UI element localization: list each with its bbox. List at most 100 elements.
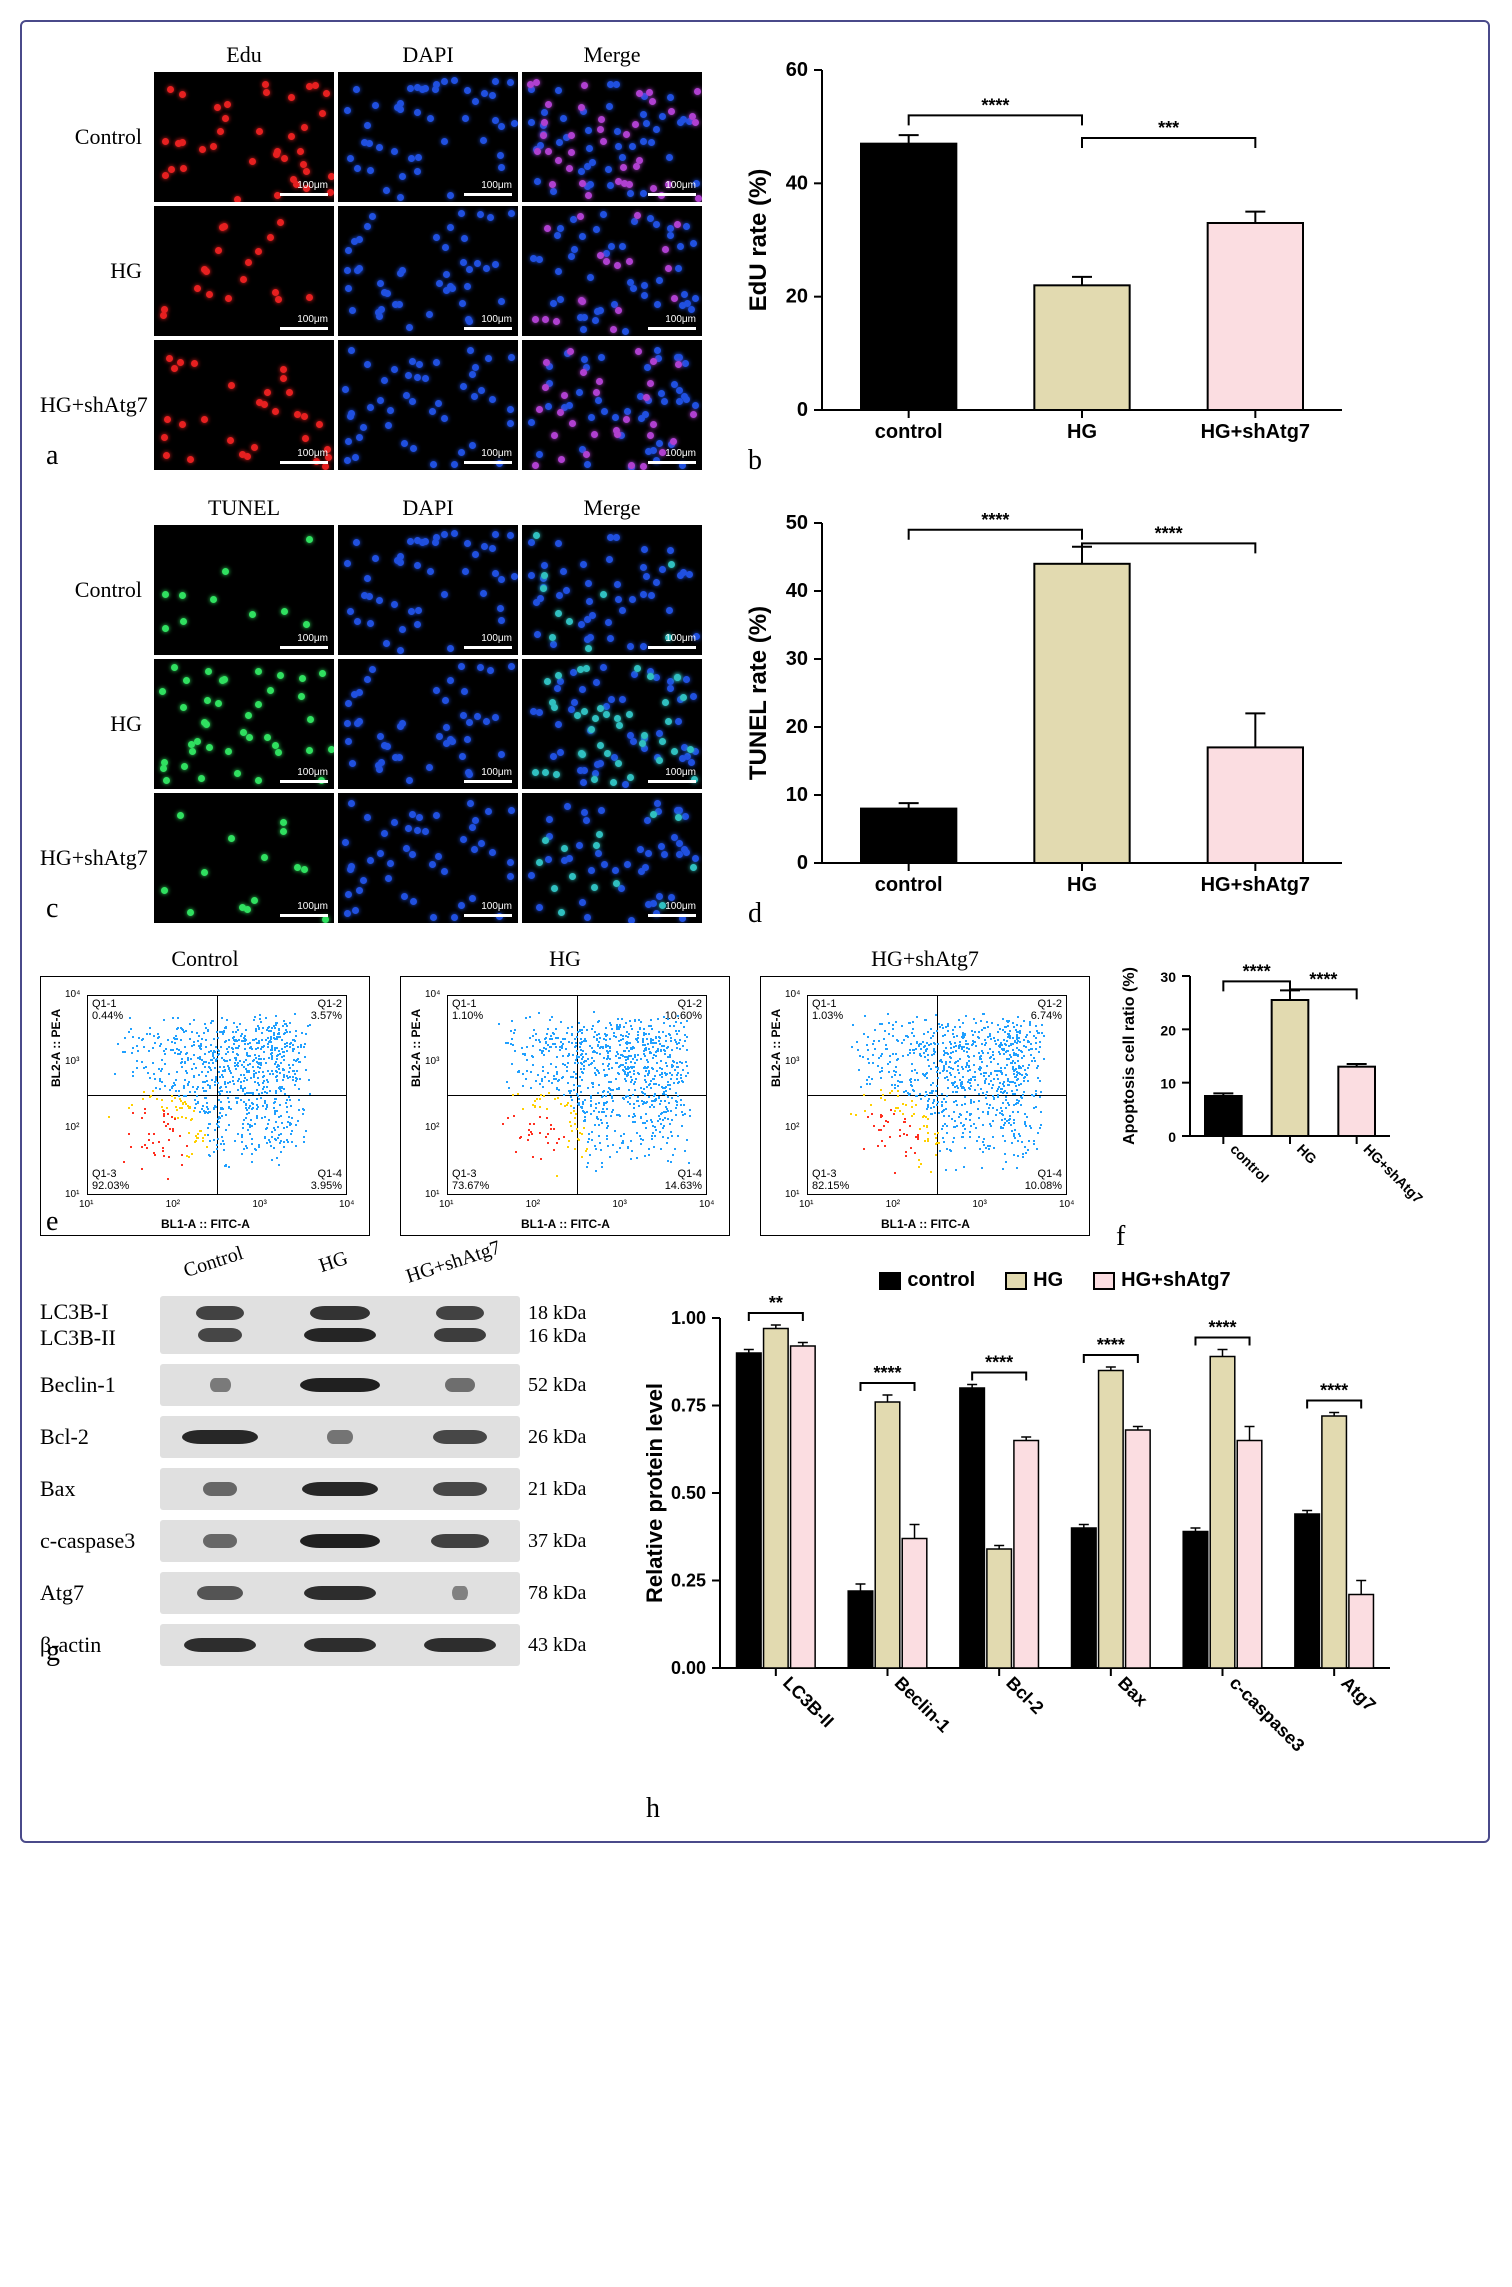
row-gh: ControlHGHG+shAtg7LC3B-ILC3B-II18 kDa16 … — [40, 1269, 1470, 1823]
svg-text:30: 30 — [1160, 969, 1176, 985]
micro-col-header: Edu — [154, 42, 334, 68]
microscopy-image: 100μm — [154, 659, 334, 789]
microscopy-image: 100μm — [338, 340, 518, 470]
wb-kda-label: 78 kDa — [520, 1582, 600, 1605]
svg-text:****: **** — [1309, 969, 1337, 989]
svg-text:30: 30 — [786, 648, 808, 670]
micro-row-header: HG — [40, 258, 150, 284]
svg-text:HG: HG — [1067, 421, 1097, 443]
microscopy-image: 100μm — [154, 525, 334, 655]
svg-text:Bax: Bax — [1114, 1673, 1151, 1710]
micro-col-header: DAPI — [338, 495, 518, 521]
svg-text:****: **** — [1243, 961, 1271, 981]
wb-band-row — [160, 1416, 520, 1458]
svg-text:***: *** — [1158, 118, 1179, 138]
wb-protein-label: Bax — [40, 1476, 160, 1502]
wb-protein-label: c-caspase3 — [40, 1528, 160, 1554]
flow-column: HG+shAtg7 Q1-11.03%Q1-26.74%Q1-382.15%Q1-… — [760, 946, 1090, 1236]
svg-text:20: 20 — [786, 286, 808, 308]
flow-title: HG — [400, 946, 730, 972]
svg-text:control: control — [1227, 1141, 1272, 1186]
micro-row-header: Control — [40, 124, 150, 150]
row-ab: EduDAPIMergeControl100μm100μm100μmHG100μ… — [40, 40, 1470, 475]
microscopy-image: 100μm — [522, 793, 702, 923]
svg-text:Apoptosis cell ratio (%): Apoptosis cell ratio (%) — [1121, 967, 1138, 1145]
wb-band-row — [160, 1364, 520, 1406]
wb-band-row — [160, 1520, 520, 1562]
svg-text:HG: HG — [1067, 874, 1097, 896]
flow-title: HG+shAtg7 — [760, 946, 1090, 972]
micro-col-header: DAPI — [338, 42, 518, 68]
panel-g: ControlHGHG+shAtg7LC3B-ILC3B-II18 kDa16 … — [40, 1269, 600, 1666]
row-ef: ControlQ1-10.44%Q1-23.57%Q1-392.03%Q1-43… — [40, 946, 1470, 1251]
wb-kda-label: 37 kDa — [520, 1530, 600, 1553]
wb-kda-label: 43 kDa — [520, 1634, 600, 1657]
flow-column: ControlQ1-10.44%Q1-23.57%Q1-392.03%Q1-43… — [40, 946, 370, 1236]
row-cd: TUNELDAPIMergeControl100μm100μm100μmHG10… — [40, 493, 1470, 928]
panel-letter-c: c — [46, 893, 58, 925]
flow-scatter: Q1-11.03%Q1-26.74%Q1-382.15%Q1-410.08%BL… — [760, 976, 1090, 1236]
svg-text:HG+shAtg7: HG+shAtg7 — [1201, 874, 1310, 896]
svg-text:c-caspase3: c-caspase3 — [1226, 1673, 1309, 1756]
svg-text:****: **** — [1208, 1318, 1236, 1338]
figure-container: EduDAPIMergeControl100μm100μm100μmHG100μ… — [20, 20, 1490, 1843]
panel-b: 0 20 40 60 EdU rate (%) control HG HG+shAtg7 ***… — [742, 40, 1470, 475]
micro-col-header: Merge — [522, 495, 702, 521]
microscopy-image: 100μm — [338, 72, 518, 202]
svg-text:0.00: 0.00 — [671, 1658, 706, 1678]
microscopy-image: 100μm — [154, 793, 334, 923]
micro-row-header: HG+shAtg7 — [40, 845, 150, 871]
svg-text:40: 40 — [786, 172, 808, 194]
svg-text:****: **** — [1155, 523, 1183, 543]
wb-band-row — [160, 1572, 520, 1614]
svg-text:10: 10 — [1160, 1076, 1176, 1092]
micro-col-header: TUNEL — [154, 495, 334, 521]
wb-band-row — [160, 1296, 520, 1354]
panel-letter-a: a — [46, 440, 58, 472]
microscopy-image: 100μm — [154, 340, 334, 470]
svg-text:0.75: 0.75 — [671, 1396, 706, 1416]
micro-row-header: HG — [40, 711, 150, 737]
panel-letter-b: b — [748, 445, 762, 477]
panel-f: 0102030Apoptosis cell ratio (%)controlHG… — [1110, 946, 1410, 1251]
svg-text:HG+shAtg7: HG+shAtg7 — [1361, 1141, 1427, 1207]
micro-col-header: Merge — [522, 42, 702, 68]
svg-text:HG: HG — [1294, 1141, 1320, 1167]
svg-text:****: **** — [873, 1363, 901, 1383]
wb-kda-label: 18 kDa16 kDa — [520, 1302, 600, 1348]
svg-text:EdU rate (%): EdU rate (%) — [745, 169, 772, 312]
svg-text:****: **** — [981, 95, 1009, 115]
svg-text:0: 0 — [797, 399, 808, 421]
svg-text:40: 40 — [786, 580, 808, 602]
svg-text:control: control — [875, 874, 943, 896]
wb-kda-label: 21 kDa — [520, 1478, 600, 1501]
legend-item: HG — [1005, 1269, 1063, 1292]
svg-text:TUNEL rate (%): TUNEL rate (%) — [745, 606, 772, 780]
wb-band-row — [160, 1624, 520, 1666]
microscopy-image: 100μm — [338, 206, 518, 336]
legend-item: control — [879, 1269, 975, 1292]
microscopy-image: 100μm — [338, 659, 518, 789]
panel-d: 01020304050TUNEL rate (%)controlHGHG+shA… — [742, 493, 1470, 928]
panel-c: TUNELDAPIMergeControl100μm100μm100μmHG10… — [40, 493, 702, 923]
svg-text:Atg7: Atg7 — [1337, 1673, 1379, 1715]
panel-letter-e: e — [46, 1206, 58, 1238]
svg-text:control: control — [875, 421, 943, 443]
microscopy-image: 100μm — [522, 525, 702, 655]
svg-text:Bcl-2: Bcl-2 — [1002, 1673, 1047, 1718]
microscopy-image: 100μm — [154, 206, 334, 336]
svg-text:50: 50 — [786, 512, 808, 534]
svg-text:60: 60 — [786, 59, 808, 81]
microscopy-image: 100μm — [522, 72, 702, 202]
microscopy-image: 100μm — [338, 525, 518, 655]
svg-text:LC3B-II: LC3B-II — [779, 1673, 838, 1732]
svg-text:Relative protein level: Relative protein level — [642, 1383, 667, 1603]
micro-row-header: HG+shAtg7 — [40, 392, 150, 418]
panel-letter-g: g — [46, 1636, 60, 1668]
flow-scatter: Q1-10.44%Q1-23.57%Q1-392.03%Q1-43.95%BL2… — [40, 976, 370, 1236]
wb-kda-label: 52 kDa — [520, 1374, 600, 1397]
wb-protein-label: Bcl-2 — [40, 1424, 160, 1450]
svg-text:HG+shAtg7: HG+shAtg7 — [1201, 421, 1310, 443]
panel-letter-h: h — [646, 1793, 660, 1825]
svg-text:**: ** — [769, 1293, 783, 1313]
